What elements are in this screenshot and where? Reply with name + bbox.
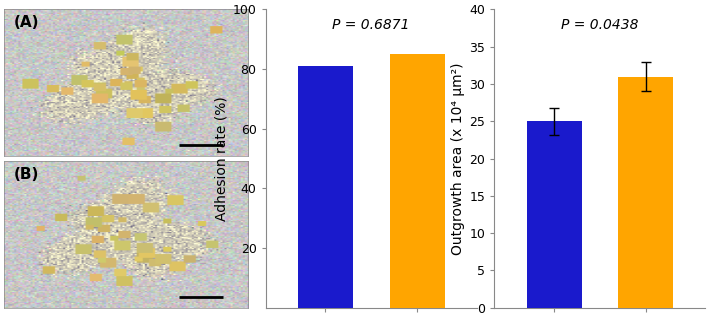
Bar <box>298 66 353 308</box>
Bar <box>389 54 445 308</box>
Bar <box>527 121 581 308</box>
Text: (B): (B) <box>13 167 39 182</box>
Bar <box>618 77 674 308</box>
Y-axis label: Outgrowth area (x 10⁴ μm²): Outgrowth area (x 10⁴ μm²) <box>452 62 465 255</box>
Text: (A): (A) <box>13 15 39 30</box>
Text: P = 0.0438: P = 0.0438 <box>562 18 639 32</box>
Y-axis label: Adhesion rate (%): Adhesion rate (%) <box>215 96 228 221</box>
Text: P = 0.6871: P = 0.6871 <box>333 18 410 32</box>
